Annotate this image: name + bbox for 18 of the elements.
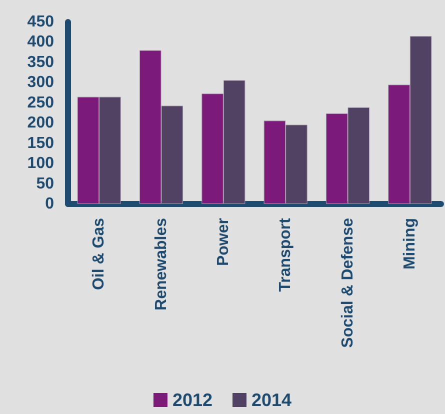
legend-label: 2014	[252, 390, 292, 410]
y-tick-label: 200	[27, 114, 54, 132]
x-tick-label: Oil & Gas	[90, 218, 108, 290]
y-tick-label: 450	[27, 14, 54, 30]
x-tick-label: Transport	[277, 217, 294, 292]
legend-label: 2012	[172, 390, 213, 410]
y-tick-label: 300	[27, 74, 54, 92]
x-tick-label: Social & Defense	[339, 218, 356, 348]
y-tick-label: 0	[45, 196, 54, 212]
x-tick-label: Mining	[401, 218, 418, 270]
y-tick-label: 400	[27, 34, 54, 51]
y-tick-label: 100	[27, 155, 54, 172]
x-tick-label: Renewables	[152, 218, 170, 310]
x-tick-label: Power	[214, 218, 232, 266]
y-tick-label: 350	[27, 54, 54, 71]
y-tick-label: 50	[36, 175, 54, 192]
y-tick-label: 250	[27, 94, 54, 112]
y-tick-label: 150	[27, 134, 54, 152]
